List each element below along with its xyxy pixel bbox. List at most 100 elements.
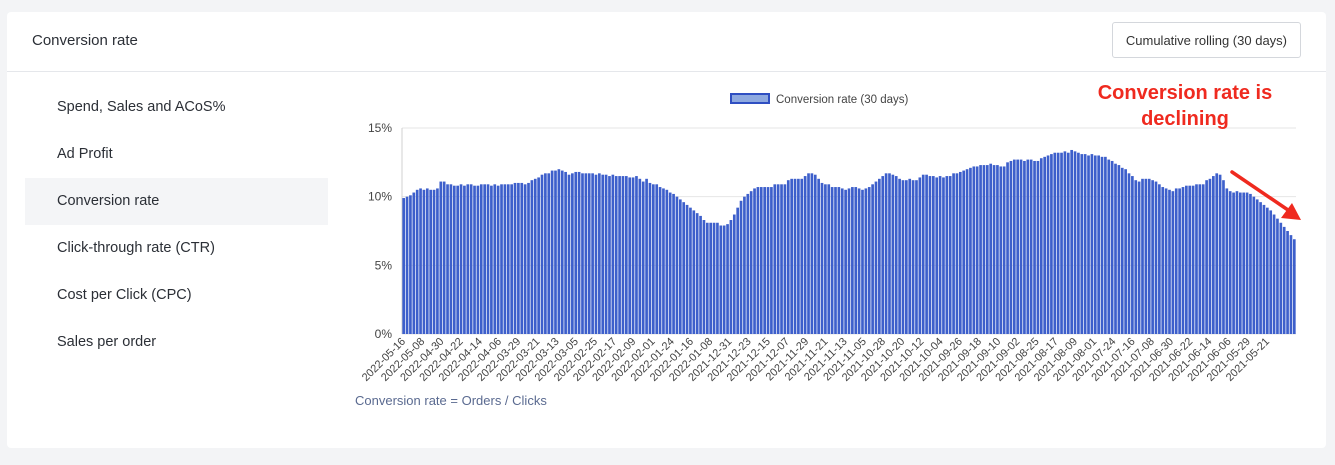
chart-bar[interactable] (1259, 202, 1262, 334)
chart-bar[interactable] (449, 184, 453, 334)
chart-bar[interactable] (938, 176, 942, 334)
chart-bar[interactable] (739, 200, 743, 334)
chart-bar[interactable] (962, 170, 966, 334)
chart-bar[interactable] (864, 188, 868, 334)
chart-bar[interactable] (695, 213, 699, 334)
chart-bar[interactable] (446, 184, 449, 334)
chart-bar[interactable] (975, 166, 979, 334)
chart-bar[interactable] (510, 184, 513, 334)
chart-bar[interactable] (847, 188, 851, 334)
chart-bar[interactable] (1269, 210, 1273, 334)
chart-bar[interactable] (641, 181, 645, 334)
chart-bar[interactable] (921, 174, 925, 334)
chart-bar[interactable] (412, 192, 416, 334)
chart-bar[interactable] (1228, 191, 1232, 334)
chart-bar[interactable] (439, 181, 443, 334)
chart-bar[interactable] (1114, 163, 1117, 334)
chart-bar[interactable] (716, 222, 719, 334)
chart-bar[interactable] (500, 184, 503, 334)
chart-bar[interactable] (429, 189, 433, 334)
chart-bar[interactable] (996, 165, 999, 334)
chart-bar[interactable] (1272, 214, 1276, 334)
chart-bar[interactable] (797, 178, 800, 334)
chart-bar[interactable] (874, 181, 878, 334)
chart-bar[interactable] (1154, 181, 1158, 334)
chart-bar[interactable] (1174, 188, 1178, 334)
chart-bar[interactable] (601, 174, 605, 334)
chart-bar[interactable] (651, 184, 655, 334)
chart-bar[interactable] (1245, 192, 1249, 334)
chart-bar[interactable] (749, 191, 753, 334)
chart-bar[interactable] (554, 170, 557, 334)
chart-bar[interactable] (584, 173, 588, 334)
chart-bar[interactable] (1249, 193, 1252, 334)
chart-legend[interactable]: Conversion rate (30 days) (730, 93, 908, 109)
chart-bar[interactable] (935, 177, 939, 334)
chart-bar[interactable] (527, 182, 530, 334)
chart-bar[interactable] (544, 173, 547, 334)
chart-bar[interactable] (1276, 218, 1279, 334)
chart-bar[interactable] (422, 189, 426, 334)
chart-bar[interactable] (517, 182, 520, 334)
chart-bar[interactable] (948, 176, 952, 334)
chart-bar[interactable] (1242, 192, 1246, 334)
chart-bar[interactable] (884, 173, 888, 334)
chart-bar[interactable] (409, 195, 412, 334)
chart-bar[interactable] (658, 187, 662, 334)
chart-bar[interactable] (861, 189, 864, 334)
chart-bar[interactable] (1225, 188, 1229, 334)
chart-bar[interactable] (1191, 185, 1195, 334)
chart-bar[interactable] (820, 182, 824, 334)
chart-bar[interactable] (1208, 178, 1212, 334)
chart-bar[interactable] (567, 174, 571, 334)
chart-bar[interactable] (685, 204, 689, 334)
chart-bar[interactable] (1029, 159, 1033, 334)
chart-bar[interactable] (1124, 169, 1127, 334)
chart-bar[interactable] (999, 166, 1003, 334)
chart-bar[interactable] (1019, 159, 1023, 334)
chart-bar[interactable] (631, 177, 635, 334)
chart-bar[interactable] (689, 207, 692, 334)
chart-bar[interactable] (1073, 151, 1077, 334)
chart-bar[interactable] (682, 202, 686, 334)
chart-bar[interactable] (989, 163, 993, 334)
chart-bar[interactable] (891, 174, 895, 334)
chart-bar[interactable] (982, 165, 986, 334)
chart-bar[interactable] (901, 180, 905, 334)
chart-bar[interactable] (1036, 160, 1040, 334)
chart-bar[interactable] (1181, 187, 1185, 334)
chart-bar[interactable] (692, 210, 696, 334)
chart-bar[interactable] (1255, 199, 1259, 334)
chart-bar[interactable] (928, 176, 932, 334)
chart-bar[interactable] (490, 185, 493, 334)
chart-bar[interactable] (1056, 152, 1060, 334)
chart-bar[interactable] (415, 189, 419, 334)
chart-bar[interactable] (530, 180, 534, 334)
chart-bar[interactable] (608, 176, 611, 334)
chart-bar[interactable] (1212, 176, 1215, 334)
chart-bar[interactable] (732, 214, 736, 334)
chart-bar[interactable] (648, 182, 652, 334)
chart-bar[interactable] (958, 171, 962, 334)
chart-bar[interactable] (675, 196, 679, 334)
chart-bar[interactable] (1292, 239, 1296, 334)
chart-bar[interactable] (743, 196, 746, 334)
chart-bar[interactable] (1043, 156, 1047, 334)
chart-bar[interactable] (598, 173, 601, 334)
chart-bar[interactable] (1164, 188, 1168, 334)
chart-bar[interactable] (473, 185, 476, 334)
chart-bar[interactable] (520, 182, 524, 334)
chart-bar[interactable] (719, 225, 723, 334)
chart-bar[interactable] (1131, 176, 1134, 334)
chart-bar[interactable] (614, 176, 618, 334)
chart-bar[interactable] (1185, 185, 1188, 334)
chart-bar[interactable] (699, 215, 702, 334)
chart-bar[interactable] (881, 176, 885, 334)
chart-bar[interactable] (479, 184, 483, 334)
chart-bar[interactable] (594, 174, 598, 334)
chart-bar[interactable] (456, 185, 460, 334)
chart-bar[interactable] (1107, 159, 1111, 334)
chart-bar[interactable] (574, 171, 578, 334)
chart-bar[interactable] (1265, 207, 1269, 334)
chart-bar[interactable] (452, 185, 456, 334)
